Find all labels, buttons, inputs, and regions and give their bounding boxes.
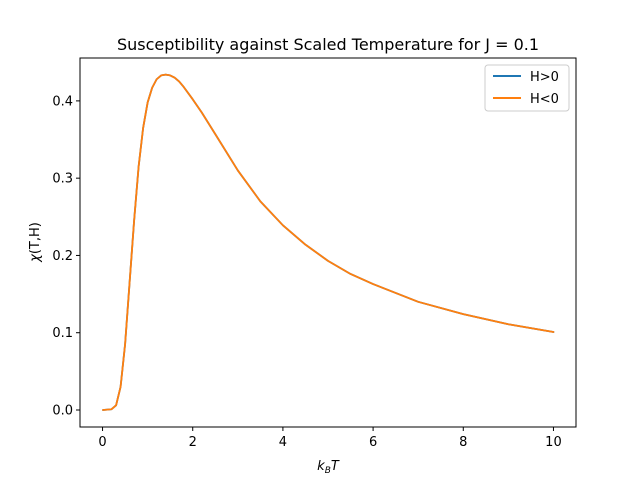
x-axis-label-subscript: B (325, 466, 331, 476)
legend-label-h-negative: H<0 (530, 92, 559, 107)
y-axis: 0.0 0.1 0.2 0.3 0.4 (52, 94, 80, 418)
series-layer (102, 73, 555, 411)
x-tick-label: 6 (369, 435, 377, 450)
x-axis-label-base: k (317, 459, 325, 474)
legend: H>0 H<0 (484, 64, 570, 112)
plot-frame (79, 57, 577, 428)
x-tick-label: 0 (98, 435, 106, 450)
x-tick-label: 2 (189, 435, 197, 450)
y-axis-label-greek: χ (28, 253, 43, 263)
y-axis-label: χ(T,H) (28, 222, 43, 263)
x-tick-label: 4 (279, 435, 287, 450)
series-line-1 (102, 73, 555, 411)
legend-label-h-positive: H>0 (530, 70, 559, 85)
y-tick-label: 0.0 (52, 403, 73, 418)
y-tick-label: 0.2 (52, 249, 73, 264)
x-tick-label: 10 (545, 435, 562, 450)
x-axis-label-tail: T (331, 459, 340, 474)
y-tick-label: 0.4 (52, 94, 73, 109)
y-axis-label-tail: (T,H) (28, 222, 43, 254)
y-tick-label: 0.1 (52, 326, 73, 341)
series-line-0 (102, 73, 555, 411)
y-tick-label: 0.3 (52, 172, 73, 187)
x-axis: 0 2 4 6 8 10 (98, 427, 562, 450)
x-tick-label: 8 (459, 435, 467, 450)
x-axis-label: kBT (317, 459, 340, 476)
chart-title: Susceptibility against Scaled Temperatur… (117, 35, 539, 54)
